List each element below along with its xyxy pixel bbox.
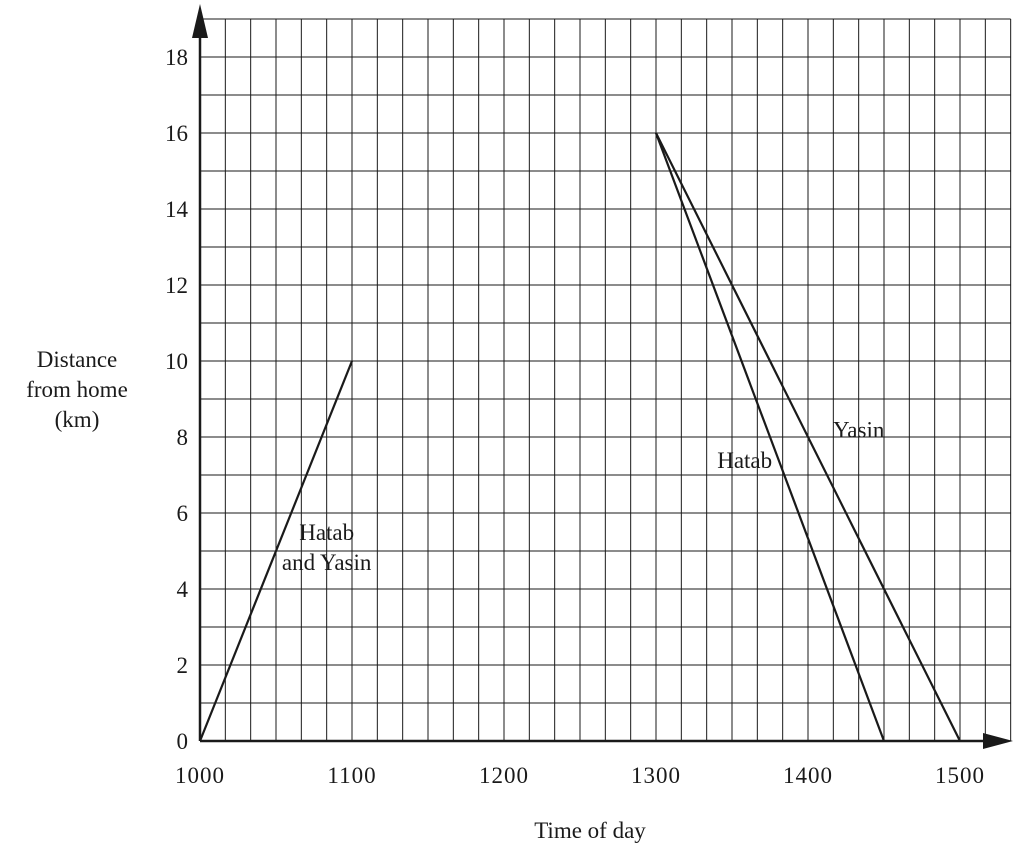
y-axis-label-line: from home [26, 377, 128, 402]
y-tick-label: 2 [177, 653, 189, 678]
series-line-3 [655, 132, 961, 742]
annotation-label: Hatab [717, 448, 772, 473]
y-axis-arrow [192, 4, 208, 38]
series-line-1 [198, 360, 354, 742]
x-tick-label: 1400 [783, 763, 833, 788]
x-tick-label: 1200 [479, 763, 529, 788]
axes [192, 4, 1013, 749]
annotations: Hatab and Yasin Hatab Yasin [282, 417, 885, 575]
annotation-label: Hatab [299, 520, 354, 545]
y-tick-labels: 0 2 4 6 8 10 12 14 16 18 [165, 45, 189, 754]
x-axis-label: Time of day [534, 818, 646, 843]
grid-lines [200, 18, 1012, 741]
y-axis-label-line: Distance [37, 347, 117, 372]
annotation-label: Yasin [833, 417, 885, 442]
y-tick-label: 12 [165, 273, 188, 298]
series-lines [198, 132, 961, 742]
y-tick-label: 18 [165, 45, 188, 70]
y-tick-label: 4 [177, 577, 189, 602]
y-tick-label: 0 [177, 729, 189, 754]
y-tick-label: 8 [177, 425, 189, 450]
y-tick-label: 10 [165, 349, 188, 374]
x-tick-labels: 1000 1100 1200 1300 1400 1500 [175, 763, 985, 788]
x-axis-arrow [983, 733, 1013, 749]
y-axis-label: Distance from home (km) [26, 347, 128, 432]
x-tick-label: 1100 [327, 763, 376, 788]
x-tick-label: 1300 [631, 763, 681, 788]
x-tick-label: 1000 [175, 763, 225, 788]
x-tick-label: 1500 [935, 763, 985, 788]
y-tick-label: 6 [177, 501, 189, 526]
series-line-2 [654, 132, 886, 742]
y-axis-label-line: (km) [55, 407, 100, 432]
y-tick-label: 14 [165, 197, 189, 222]
annotation-label: and Yasin [282, 550, 372, 575]
y-tick-label: 16 [165, 121, 188, 146]
